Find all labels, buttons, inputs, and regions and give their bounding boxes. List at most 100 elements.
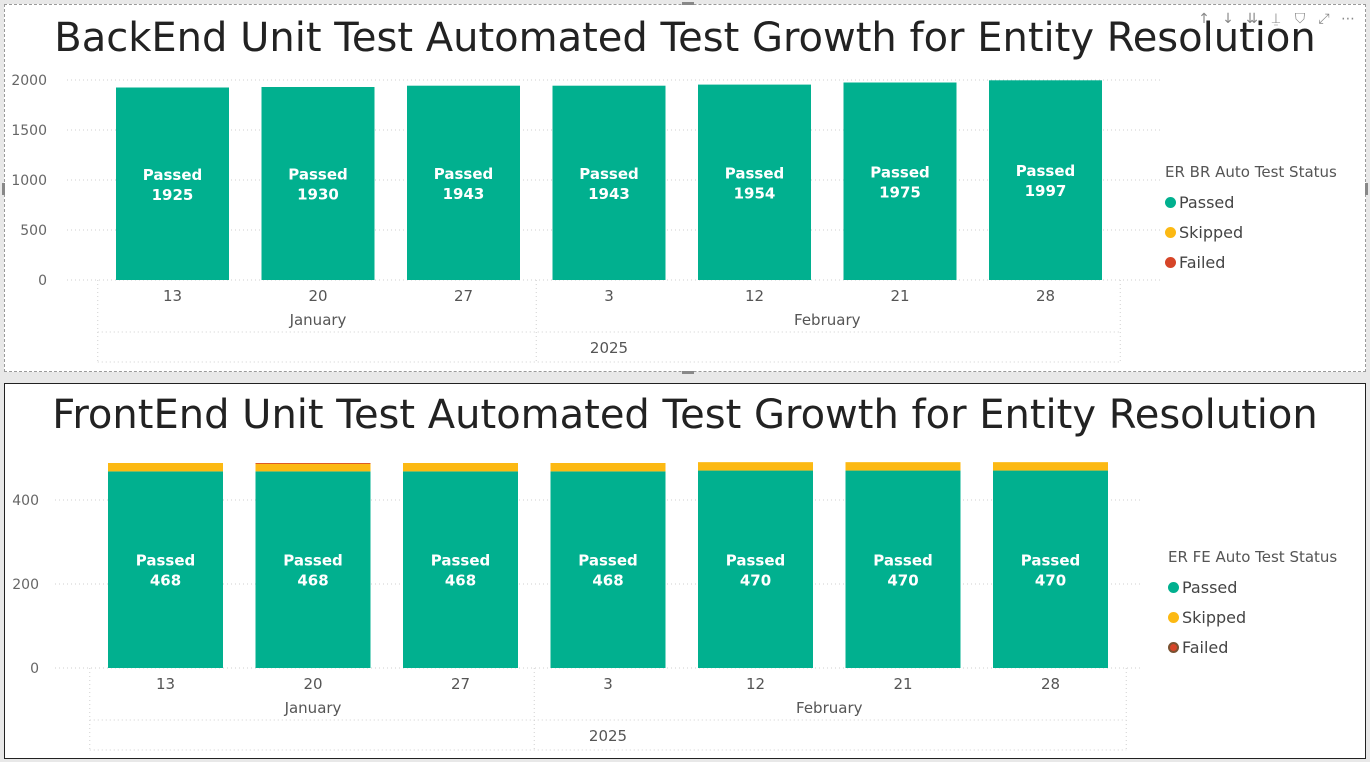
frontend-data-label-series-5: Passed — [873, 551, 932, 569]
resize-handle-right[interactable] — [1365, 183, 1368, 195]
backend-y-tick-3: 1500 — [11, 123, 47, 139]
more-options-icon[interactable]: ⋯ — [1341, 11, 1355, 27]
backend-legend: ER BR Auto Test Status Passed Skipped Fa… — [1165, 163, 1337, 277]
frontend-bar-passed-5 — [845, 470, 961, 668]
frontend-legend-failed-label: Failed — [1182, 637, 1229, 657]
frontend-data-label-series-3: Passed — [578, 552, 637, 570]
backend-x-tick-2: 27 — [454, 287, 473, 305]
backend-bar-passed-2 — [407, 85, 520, 280]
frontend-bar-failed-1 — [255, 463, 371, 464]
backend-data-label-series-2: Passed — [434, 165, 493, 183]
frontend-x-tick-4: 12 — [746, 675, 765, 693]
frontend-bar-skipped-3 — [550, 463, 666, 472]
frontend-month-label-0: January — [284, 699, 342, 717]
frontend-bar-skipped-0 — [108, 463, 223, 472]
backend-bar-passed-4 — [698, 84, 811, 280]
frontend-data-label-value-4: 470 — [740, 571, 771, 589]
frontend-month-label-1: February — [796, 699, 863, 717]
double-arrow-down-icon[interactable]: ⇊ — [1246, 11, 1258, 27]
frontend-x-tick-0: 13 — [156, 675, 175, 693]
failed-legend-dot — [1168, 641, 1179, 653]
arrow-down-icon[interactable]: ↓ — [1222, 11, 1234, 27]
passed-legend-dot — [1165, 196, 1176, 208]
backend-data-label-series-5: Passed — [870, 163, 929, 181]
backend-x-tick-3: 3 — [604, 287, 614, 305]
resize-handle-top[interactable] — [682, 2, 694, 5]
frontend-bar-chart: 0 200 400 Passed 468 13 Passed 468 20 Passed 468 27… — [12, 462, 1140, 751]
frontend-data-label-series-4: Passed — [726, 551, 785, 569]
failed-legend-dot — [1165, 256, 1176, 268]
backend-legend-failed[interactable]: Failed — [1165, 247, 1337, 277]
backend-bar-passed-1 — [261, 87, 375, 280]
frontend-legend: ER FE Auto Test Status Passed Skipped Fa… — [1168, 548, 1337, 662]
frontend-data-label-series-0: Passed — [136, 552, 195, 570]
backend-x-tick-4: 12 — [745, 287, 764, 305]
skipped-legend-dot — [1168, 611, 1179, 623]
backend-x-tick-6: 28 — [1036, 287, 1055, 305]
frontend-legend-passed[interactable]: Passed — [1168, 572, 1337, 602]
backend-legend-passed[interactable]: Passed — [1165, 187, 1337, 217]
frontend-bar-passed-4 — [698, 470, 813, 668]
frontend-bar-skipped-2 — [403, 463, 518, 472]
frontend-bar-passed-0 — [108, 471, 223, 668]
frontend-legend-title: ER FE Auto Test Status — [1168, 548, 1338, 566]
arrow-up-icon[interactable]: ↑ — [1198, 11, 1210, 27]
backend-data-label-value-2: 1943 — [443, 185, 485, 203]
frontend-y-tick-0: 0 — [30, 661, 39, 677]
backend-x-tick-0: 13 — [163, 287, 182, 305]
backend-legend-passed-label: Passed — [1179, 192, 1235, 212]
backend-data-label-value-0: 1925 — [152, 186, 194, 204]
backend-data-label-value-1: 1930 — [297, 186, 339, 204]
frontend-data-label-series-6: Passed — [1021, 551, 1080, 569]
skipped-legend-dot — [1165, 226, 1176, 238]
backend-x-tick-1: 20 — [308, 287, 327, 305]
frontend-data-label-series-1: Passed — [283, 552, 342, 570]
frontend-year-label: 2025 — [589, 727, 627, 745]
frontend-chart-panel[interactable]: FrontEnd Unit Test Automated Test Growth… — [4, 383, 1366, 759]
frontend-x-tick-1: 20 — [303, 675, 322, 693]
frontend-bar-skipped-6 — [993, 462, 1108, 471]
frontend-data-label-value-1: 468 — [297, 572, 328, 590]
backend-data-label-value-3: 1943 — [588, 185, 630, 203]
frontend-x-tick-3: 3 — [603, 675, 613, 693]
resize-handle-left[interactable] — [2, 183, 5, 195]
backend-bar-passed-6 — [989, 80, 1102, 280]
backend-bar-chart: 0 500 1000 1500 2000 Passed 1925 13 Passed 1930 20… — [11, 73, 1160, 363]
resize-handle-bottom[interactable] — [682, 371, 694, 374]
backend-y-tick-1: 500 — [20, 223, 47, 239]
backend-data-label-series-4: Passed — [725, 164, 784, 182]
frontend-bar-skipped-5 — [845, 462, 961, 471]
backend-data-label-series-1: Passed — [288, 166, 347, 184]
backend-chart-title: BackEnd Unit Test Automated Test Growth … — [54, 15, 1316, 61]
frontend-x-tick-6: 28 — [1041, 675, 1060, 693]
filter-icon[interactable]: ⛉ — [1294, 11, 1306, 27]
backend-x-tick-5: 21 — [890, 287, 909, 305]
backend-month-label-0: January — [289, 311, 347, 329]
passed-legend-dot — [1168, 581, 1179, 593]
frontend-bar-passed-1 — [255, 471, 371, 668]
backend-y-tick-0: 0 — [38, 273, 47, 289]
expand-hierarchy-icon[interactable]: ⍊ — [1271, 11, 1281, 27]
backend-y-tick-2: 1000 — [11, 173, 47, 189]
backend-legend-failed-label: Failed — [1179, 252, 1226, 272]
focus-mode-icon[interactable]: ⤢ — [1318, 11, 1330, 27]
backend-legend-skipped-label: Skipped — [1179, 222, 1244, 242]
backend-data-label-series-0: Passed — [143, 166, 202, 184]
frontend-data-label-value-0: 468 — [150, 572, 181, 590]
backend-chart-panel[interactable]: BackEnd Unit Test Automated Test Growth … — [2, 2, 1368, 374]
frontend-chart-title: FrontEnd Unit Test Automated Test Growth… — [52, 392, 1318, 438]
backend-legend-skipped[interactable]: Skipped — [1165, 217, 1337, 247]
backend-data-label-series-6: Passed — [1016, 162, 1075, 180]
frontend-data-label-series-2: Passed — [431, 552, 490, 570]
visual-header-toolbar: ↑ ↓ ⇊ ⍊ ⛉ ⤢ ⋯ — [1195, 11, 1357, 27]
frontend-legend-skipped[interactable]: Skipped — [1168, 602, 1337, 632]
frontend-bar-passed-2 — [403, 471, 518, 668]
backend-data-label-value-5: 1975 — [879, 183, 921, 201]
backend-data-label-value-6: 1997 — [1025, 182, 1067, 200]
frontend-legend-failed[interactable]: Failed — [1168, 632, 1337, 662]
backend-year-label: 2025 — [590, 339, 628, 357]
frontend-y-tick-2: 400 — [12, 493, 39, 509]
frontend-data-label-value-6: 470 — [1035, 571, 1066, 589]
backend-y-tick-4: 2000 — [11, 73, 47, 89]
backend-legend-title: ER BR Auto Test Status — [1165, 163, 1337, 181]
